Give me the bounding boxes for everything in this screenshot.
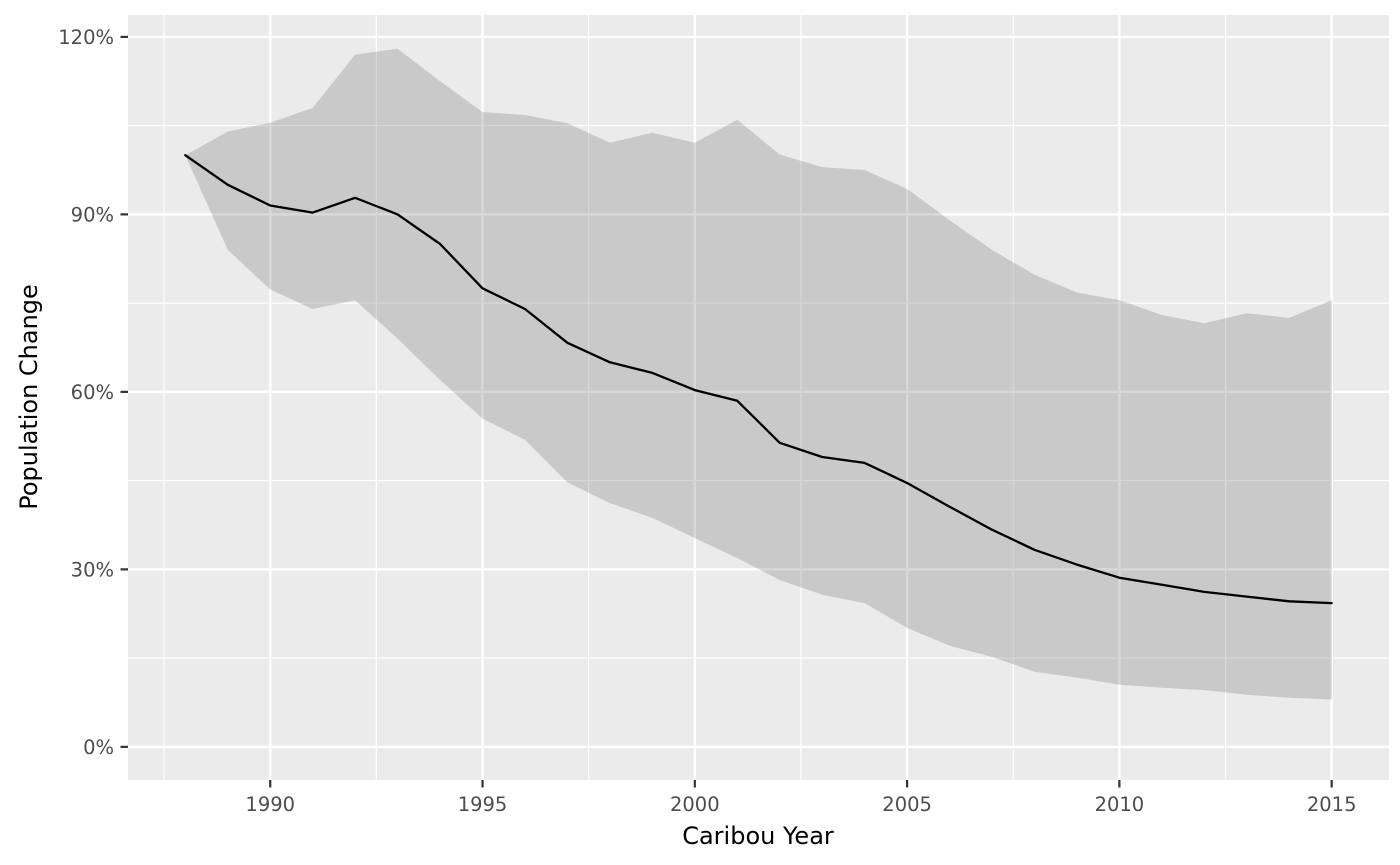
- axis-tick-labels-layer: 1990 1995 2000 2005 2010 2015 0% 30% 60% 90% 120%: [58, 26, 1356, 816]
- x-tick-label: 1995: [458, 793, 508, 816]
- x-tick-label: 2005: [882, 793, 932, 816]
- confidence-ribbon-layer: [185, 48, 1332, 700]
- confidence-ribbon: [185, 48, 1332, 700]
- plot-panel: [128, 15, 1389, 780]
- y-tick-label: 120%: [58, 26, 114, 49]
- trend-line: [184, 154, 1333, 605]
- x-tick-label: 1990: [245, 793, 295, 816]
- x-tick-label: 2000: [670, 793, 720, 816]
- minor-gridlines: [128, 15, 1389, 780]
- x-axis-title: Caribou Year: [682, 822, 834, 850]
- major-gridlines: [128, 15, 1389, 780]
- x-tick-label: 2010: [1095, 793, 1145, 816]
- x-tick-label: 2015: [1307, 793, 1357, 816]
- axis-ticks-layer: [120, 35, 1333, 788]
- y-tick-label: 30%: [71, 558, 114, 581]
- y-tick-label: 0%: [83, 736, 114, 759]
- y-tick-label: 60%: [71, 381, 114, 404]
- y-axis-title: Population Change: [15, 284, 43, 510]
- y-tick-label: 90%: [71, 203, 114, 226]
- trend-line-layer: [184, 154, 1333, 605]
- panel-background: [128, 15, 1389, 780]
